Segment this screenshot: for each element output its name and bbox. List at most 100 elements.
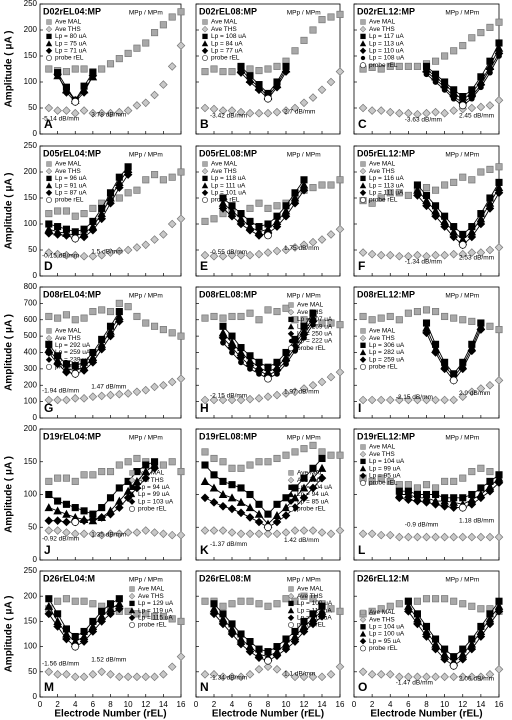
legend-label: Lp = 96 uA [55,175,87,182]
legend-marker [201,47,209,55]
marker-diamond [176,374,186,383]
slope-annotation: -1.37 dB/mm [210,541,247,548]
slope-annotation: -1.34 dB/mm [210,674,247,681]
legend-label: probe rEL [297,506,326,513]
legend-label: Lp = 239 uA [55,356,91,363]
y-tick-label: 0 [33,692,38,701]
marker-diamond [123,389,133,398]
legend-label: Ave MAL [297,470,324,477]
marker-diamond [236,107,246,117]
legend-label: Ave THS [211,168,237,175]
marker-square [98,504,106,512]
marker-diamond [62,367,71,377]
marker-diamond [159,670,168,679]
legend-label: probe rEL [297,622,326,629]
marker-diamond [431,395,440,405]
marker-square [133,186,141,194]
marker-square [459,474,467,482]
marker-diamond [245,529,255,539]
slope-annotation: -1.56 dB/mm [42,660,79,667]
panel-title: D05rEL12:MP [357,148,415,158]
marker-diamond [494,376,504,385]
marker-diamond [485,670,495,679]
marker-diamond [106,198,115,208]
marker-diamond [106,509,115,519]
y-tick-label: 400 [24,348,38,357]
marker-square [386,189,394,197]
marker-diamond [53,622,62,631]
slope-annotation: 2.53 dB/mm [459,255,494,262]
marker-square [495,163,503,171]
marker-diamond [335,67,345,76]
marker-circle [264,374,272,383]
marker-dot [487,69,493,76]
marker-diamond [236,395,246,405]
marker-square [62,595,70,603]
legend-label: Lp = 113 uA [369,40,404,47]
marker-square [432,57,440,65]
marker-diamond [476,102,486,112]
y-tick-label: 150 [24,457,38,466]
marker-diamond [376,250,386,260]
y-axis-label: Amplitude ( μA ) [4,456,15,533]
marker-square [71,597,79,605]
marker-square [441,181,449,189]
marker-diamond [209,395,219,405]
panel-letter: B [200,117,209,131]
legend-label: Lp = 306 uA [369,342,405,349]
marker-diamond [494,188,504,198]
legend-marker [128,476,136,484]
marker-diamond [458,672,468,682]
marker-diamond [413,395,422,405]
legend-marker [360,33,366,40]
marker-square [413,308,421,316]
legend-label: Lp = 71 uA [55,48,87,55]
marker-diamond [159,380,168,390]
legend-marker [128,614,136,622]
marker-square [432,186,440,194]
marker-dot [229,349,235,356]
marker-square [228,600,236,608]
marker-square [71,316,79,324]
marker-square [246,204,254,212]
legend-marker [288,586,294,592]
legend-marker [360,161,366,167]
marker-square [282,595,290,603]
y-tick-label: 200 [24,380,38,389]
marker-circle [458,503,467,512]
y-tick-label: 100 [24,642,38,651]
marker-diamond [159,529,168,539]
marker-square [80,210,88,218]
marker-triangle [53,506,62,515]
marker-diamond [88,358,98,367]
marker-square [309,184,317,192]
marker-diamond [70,672,80,682]
panel-letter: L [358,543,365,557]
marker-square [422,595,431,603]
y-tick-label: 250 [24,141,38,150]
marker-diamond [413,532,422,542]
legend-label: Ave MAL [211,161,238,168]
series-line [417,187,500,241]
marker-circle [458,101,467,110]
marker-square [71,65,79,73]
legend-marker [46,328,52,334]
marker-triangle [290,493,300,502]
marker-diamond [236,639,246,649]
legend-marker [45,356,53,363]
marker-square [336,451,344,459]
marker-diamond [440,501,449,511]
marker-square [432,595,440,603]
marker-diamond [236,250,246,260]
panel-letter: J [44,543,51,557]
marker-diamond [317,377,327,387]
legend-marker [360,480,366,486]
marker-diamond [88,71,98,81]
marker-diamond [299,526,309,535]
marker-square [228,68,236,76]
marker-diamond [335,224,345,234]
panel-title: D26rEL08:M [199,573,251,583]
marker-diamond [395,251,404,261]
marker-diamond [404,108,413,118]
marker-square [255,67,263,75]
